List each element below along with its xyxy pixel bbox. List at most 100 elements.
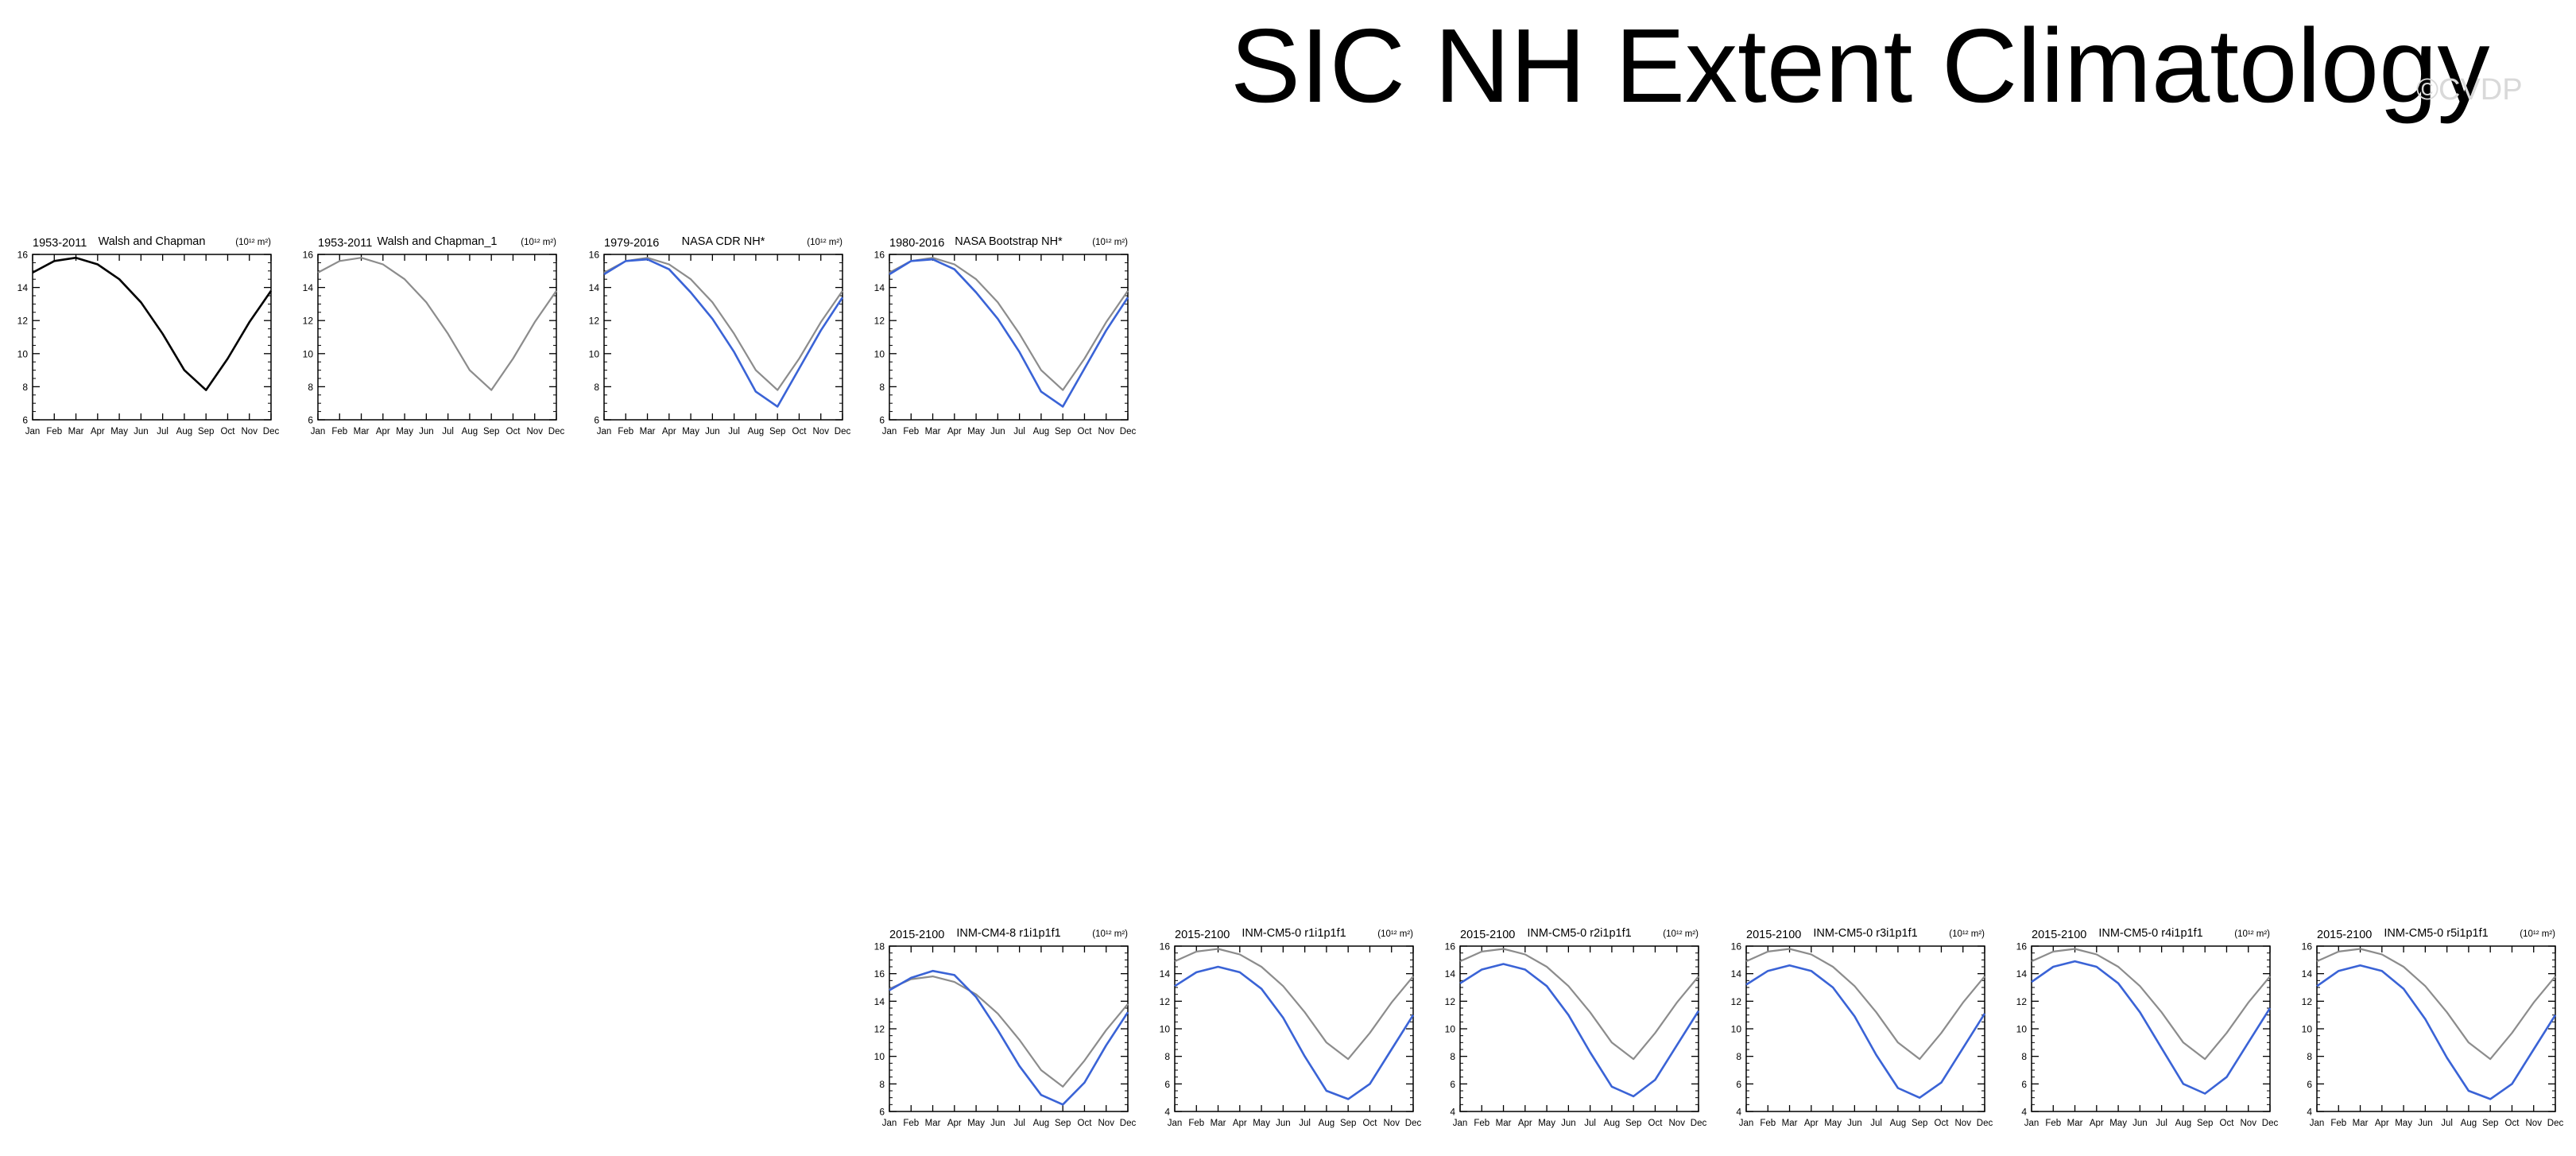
y-tick-label: 18 xyxy=(874,941,885,952)
x-tick-label: Mar xyxy=(354,427,370,436)
panel-units-label: (10¹² m²) xyxy=(1663,929,1699,939)
x-tick-label: Jun xyxy=(990,427,1005,436)
y-tick-label: 6 xyxy=(2021,1079,2027,1090)
x-tick-label: Dec xyxy=(835,427,851,436)
x-tick-label: Jul xyxy=(2441,1119,2453,1128)
x-tick-label: Mar xyxy=(68,427,84,436)
x-tick-label: Mar xyxy=(1211,1119,1226,1128)
panel-8: 4 6 8 10 12 14 16 Jan Feb Mar Apr May Jun Jul Aug Sep Oc… xyxy=(1731,927,1993,1128)
panel-period-label: 2015-2100 xyxy=(1746,929,1801,941)
plot-frame xyxy=(317,254,557,421)
y-tick-label: 14 xyxy=(1731,968,1742,979)
x-tick-label: Sep xyxy=(1055,427,1071,436)
x-tick-label: Oct xyxy=(2220,1119,2235,1128)
x-tick-label: Jul xyxy=(1013,427,1025,436)
x-tick-label: Sep xyxy=(2197,1119,2213,1128)
x-tick-label: Jun xyxy=(1561,1119,1576,1128)
y-tick-label: 14 xyxy=(874,282,885,293)
y-tick-label: 6 xyxy=(879,415,885,426)
y-tick-label: 16 xyxy=(17,250,29,261)
plot-frame xyxy=(1745,945,1985,1112)
x-tick-label: Apr xyxy=(2375,1119,2389,1128)
x-tick-label: Jun xyxy=(134,427,149,436)
x-tick-label: Apr xyxy=(1233,1119,1247,1128)
panel-dataset-label: INM-CM5-0 r4i1p1f1 xyxy=(2098,927,2202,940)
y-tick-label: 8 xyxy=(2021,1051,2027,1062)
y-tick-label: 16 xyxy=(2016,941,2028,952)
x-tick-label: Nov xyxy=(1955,1119,1972,1128)
panel-dataset-label: INM-CM5-0 r1i1p1f1 xyxy=(1242,927,1346,940)
x-tick-label: Aug xyxy=(1890,1119,1906,1128)
y-tick-label: 8 xyxy=(1450,1051,1455,1062)
plot-frame xyxy=(1174,945,1414,1112)
x-tick-label: Sep xyxy=(483,427,499,436)
x-tick-label: Apr xyxy=(91,427,105,436)
series-line-main xyxy=(2031,960,2272,1095)
series-line-main xyxy=(32,256,273,391)
x-tick-label: May xyxy=(1253,1119,1270,1128)
x-tick-label: Dec xyxy=(1120,1119,1137,1128)
panel-period-label: 2015-2100 xyxy=(889,929,944,941)
x-tick-label: Mar xyxy=(2353,1119,2369,1128)
series-line-main xyxy=(2316,964,2557,1100)
x-tick-label: Mar xyxy=(2067,1119,2083,1128)
y-tick-label: 10 xyxy=(589,348,600,359)
x-tick-label: Mar xyxy=(640,427,656,436)
panel-10: 4 6 8 10 12 14 16 Jan Feb Mar Apr May Jun Jul Aug Sep Oc… xyxy=(2302,927,2564,1128)
y-tick-label: 4 xyxy=(2021,1107,2027,1118)
series-line-reference xyxy=(2031,948,2271,1061)
x-tick-label: Sep xyxy=(1912,1119,1927,1128)
x-tick-label: Jan xyxy=(2024,1119,2039,1128)
x-tick-label: Sep xyxy=(198,427,214,436)
y-tick-label: 8 xyxy=(1736,1051,1741,1062)
x-tick-label: Apr xyxy=(947,1119,962,1128)
y-tick-label: 14 xyxy=(2016,968,2028,979)
y-tick-label: 14 xyxy=(589,282,600,293)
x-tick-label: Jul xyxy=(2156,1119,2167,1128)
x-tick-label: Feb xyxy=(2330,1119,2346,1128)
y-tick-label: 12 xyxy=(17,316,29,327)
x-tick-label: Aug xyxy=(1604,1119,1620,1128)
y-tick-label: 12 xyxy=(589,316,600,327)
x-tick-label: Aug xyxy=(1033,427,1049,436)
y-tick-label: 12 xyxy=(874,1024,885,1035)
panel-1: 6 8 10 12 14 16 Jan Feb Mar Apr May Jun Jul Aug Sep Oct… xyxy=(17,235,280,436)
y-tick-label: 12 xyxy=(1731,996,1742,1007)
y-tick-label: 6 xyxy=(1450,1079,1455,1090)
series-line-main xyxy=(1745,964,1986,1099)
x-tick-label: Feb xyxy=(1188,1119,1204,1128)
x-tick-label: May xyxy=(396,427,413,436)
panel-units-label: (10¹² m²) xyxy=(2234,929,2270,939)
x-tick-label: Jan xyxy=(311,427,326,436)
panel-period-label: 2015-2100 xyxy=(2317,929,2372,941)
panel-units-label: (10¹² m²) xyxy=(1949,929,1985,939)
panel-units-label: (10¹² m²) xyxy=(2520,929,2555,939)
x-tick-label: Aug xyxy=(1033,1119,1049,1128)
panel-dataset-label: Walsh and Chapman xyxy=(99,235,206,248)
x-tick-label: Jul xyxy=(1870,1119,1882,1128)
y-tick-label: 6 xyxy=(2307,1079,2312,1090)
y-tick-label: 16 xyxy=(589,250,600,261)
y-tick-label: 16 xyxy=(2302,941,2313,952)
panel-dataset-label: INM-CM5-0 r3i1p1f1 xyxy=(1813,927,1917,940)
x-tick-label: Oct xyxy=(506,427,521,436)
panel-period-label: 1953-2011 xyxy=(318,237,372,250)
series-line-main xyxy=(1174,965,1415,1100)
x-tick-label: Jun xyxy=(2132,1119,2148,1128)
x-tick-label: Jan xyxy=(1739,1119,1754,1128)
x-tick-label: Nov xyxy=(1098,1119,1115,1128)
x-tick-label: Nov xyxy=(242,427,258,436)
panel-4: 6 8 10 12 14 16 Jan Feb Mar Apr May Jun Jul Aug Sep Oct… xyxy=(874,235,1137,436)
panel-units-label: (10¹² m²) xyxy=(235,238,271,247)
panel-2: 6 8 10 12 14 16 Jan Feb Mar Apr May Jun Jul Aug Sep Oct… xyxy=(303,235,565,436)
series-line-main xyxy=(889,258,1129,408)
y-tick-label: 10 xyxy=(1731,1024,1742,1035)
y-tick-label: 10 xyxy=(874,348,885,359)
x-tick-label: Nov xyxy=(813,427,830,436)
y-tick-label: 6 xyxy=(308,415,313,426)
panel-period-label: 2015-2100 xyxy=(2032,929,2086,941)
x-tick-label: Jan xyxy=(597,427,612,436)
y-tick-label: 4 xyxy=(2307,1107,2312,1118)
panel-dataset-label: INM-CM4-8 r1i1p1f1 xyxy=(956,927,1060,940)
x-tick-label: Jan xyxy=(1168,1119,1183,1128)
